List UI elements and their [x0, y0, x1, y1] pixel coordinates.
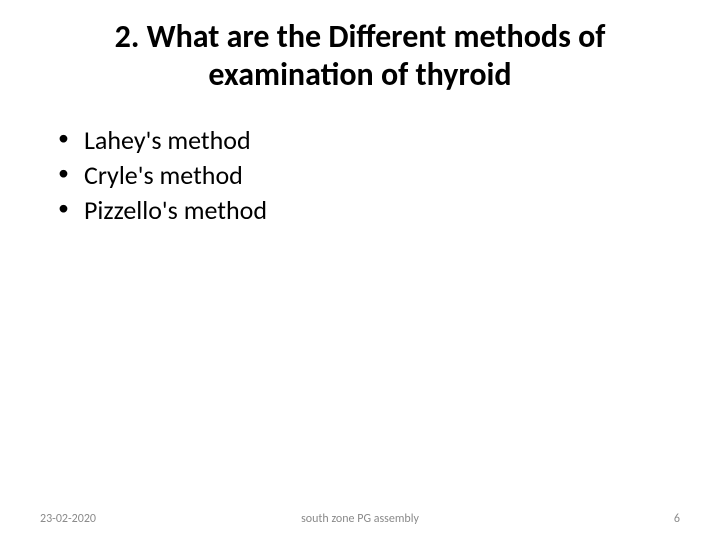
slide-title: 2. What are the Different methods of exa… [40, 18, 680, 95]
slide-container: 2. What are the Different methods of exa… [0, 0, 720, 540]
footer-date: 23-02-2020 [40, 512, 96, 526]
footer-center-text: south zone PG assembly [301, 512, 419, 526]
bullet-list: Lahey's method Cryle's method Pizzello's… [40, 123, 680, 228]
list-item: Lahey's method [58, 123, 680, 158]
footer-page-number: 6 [674, 512, 680, 526]
slide-footer: 23-02-2020 south zone PG assembly 6 [0, 512, 720, 526]
list-item: Pizzello's method [58, 193, 680, 228]
list-item: Cryle's method [58, 158, 680, 193]
